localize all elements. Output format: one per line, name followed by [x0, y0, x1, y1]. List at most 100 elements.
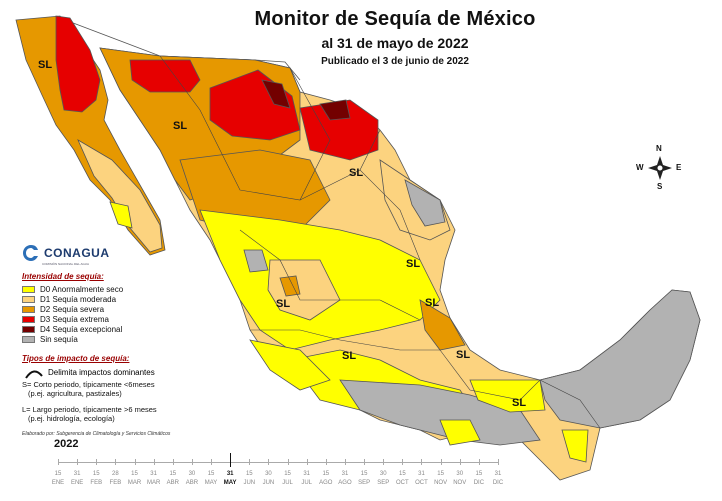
timeline-day: 15	[360, 471, 368, 477]
timeline-month: DIC	[492, 480, 504, 486]
timeline-tick	[172, 459, 174, 465]
timeline-month: FEB	[90, 480, 103, 486]
compass-labels: N S W E	[636, 144, 682, 191]
impact-labels: SL SL SL SL SL SL SL SL SL	[38, 59, 526, 409]
impact-label: SL	[173, 120, 187, 132]
baja-california	[15, 15, 166, 256]
timeline-day: 15	[207, 471, 215, 477]
legend-label: Sin sequía	[40, 334, 78, 344]
timeline-day: 31	[73, 471, 81, 477]
legend-swatch	[22, 295, 35, 303]
long-term-example: (p.ej. hidrología, ecología)	[28, 414, 115, 423]
timeline-year: 2022	[54, 438, 79, 450]
timeline-tick	[421, 459, 423, 465]
timeline-tick	[211, 459, 213, 465]
legend-swatch	[22, 305, 35, 313]
timeline-day: 15	[92, 471, 100, 477]
intensity-legend: Intensidad de sequía: D0 Anormalmente se…	[22, 272, 222, 344]
timeline-tick	[383, 459, 385, 465]
conagua-icon	[23, 245, 38, 261]
timeline-month: ENE	[70, 480, 84, 486]
timeline-month: FEB	[109, 480, 122, 486]
compass-s: S	[657, 182, 663, 191]
legend-item-d3: D3 Sequía extrema	[22, 314, 222, 324]
timeline-day: 15	[322, 471, 330, 477]
timeline-month: ENE	[51, 480, 65, 486]
timeline-tick	[498, 459, 499, 465]
compass-e: E	[676, 163, 682, 172]
timeline-tick	[230, 453, 232, 467]
legend-label: D4 Sequía excepcional	[40, 324, 123, 334]
impact-line-row: Delimita impactos dominantes	[48, 368, 155, 377]
timeline-day: 31	[150, 471, 157, 477]
impact-label: SL	[512, 397, 526, 409]
impact-line-symbol	[25, 370, 43, 379]
compass-n: N	[656, 144, 662, 153]
timeline-month: OCT	[415, 480, 428, 486]
timeline-month: MAR	[146, 480, 161, 486]
timeline-tick	[364, 459, 366, 465]
impact-label: SL	[456, 349, 470, 361]
timeline-month: MAR	[127, 480, 142, 486]
legend-item-d0: D0 Anormalmente seco	[22, 284, 222, 294]
timeline-month: JUN	[243, 480, 256, 486]
legend-label: D2 Sequía severa	[40, 304, 105, 314]
timeline-month: JUN	[262, 480, 275, 486]
impact-label: SL	[349, 167, 363, 179]
timeline-day: 30	[265, 471, 272, 477]
published-date: Publicado el 3 de junio de 2022	[321, 56, 469, 67]
timeline-tick	[153, 459, 155, 465]
timeline-month: ABR	[166, 480, 179, 486]
impact-title: Tipos de impacto de sequía:	[22, 354, 130, 363]
impact-label: SL	[406, 258, 420, 270]
impact-label: SL	[276, 298, 290, 310]
timeline-tick	[459, 459, 461, 465]
timeline-tick	[478, 459, 480, 465]
long-term-line: L= Largo periodo, típicamente >6 meses	[22, 405, 157, 414]
legend-label: D1 Sequía moderada	[40, 294, 117, 304]
timeline-day: 15	[475, 471, 483, 477]
timeline-day: 30	[456, 471, 464, 477]
legend-swatch	[22, 315, 35, 323]
legend-item-d2: D2 Sequía severa	[22, 304, 222, 314]
timeline-month: NOV	[453, 480, 467, 486]
timeline-tick	[134, 459, 136, 465]
timeline-day: 15	[54, 471, 62, 477]
timeline-tick	[440, 459, 442, 465]
legend-title: Intensidad de sequía:	[22, 272, 104, 281]
timeline-day: 15	[245, 471, 253, 477]
timeline-tick	[96, 459, 98, 465]
timeline-day: 31	[494, 471, 502, 477]
page-title: Monitor de Sequía de México	[254, 8, 536, 30]
legend-items: D0 Anormalmente seco D1 Sequía moderada D2…	[22, 284, 222, 344]
long-term-note: L= Largo periodo, típicamente >6 meses (…	[22, 405, 157, 423]
timeline-month: ABR	[185, 480, 199, 486]
timeline-tick	[58, 459, 59, 465]
credit-line: Elaborado por: Subgerencia de Climatolog…	[22, 431, 171, 437]
compass-rose	[648, 156, 672, 180]
timeline-tick	[402, 459, 404, 465]
timeline-day: 31	[418, 471, 425, 477]
legend-swatch	[22, 325, 35, 333]
timeline-day: 31	[341, 471, 349, 477]
timeline-month: JUL	[301, 480, 313, 486]
timeline-month: MAY	[223, 480, 237, 486]
timeline-month: NOV	[434, 480, 448, 486]
timeline-month: SEP	[377, 480, 390, 486]
timeline-day: 15	[399, 471, 406, 477]
timeline-tick	[287, 459, 289, 465]
short-term-example: (p.ej. agricultura, pastizales)	[28, 389, 122, 398]
timeline-tick	[77, 459, 79, 465]
timeline-day: 15	[131, 471, 138, 477]
timeline-month: JUL	[282, 480, 293, 486]
timeline-day: 28	[112, 471, 119, 477]
timeline-tick	[191, 459, 193, 465]
timeline: 15 ENE 31 ENE 15 FEB 28 FEB 15 MAR 31 MAR 15 ABR 30 ABR…	[52, 453, 518, 493]
conagua-logo: CONAGUA	[22, 244, 110, 262]
timeline-day: 31	[303, 471, 311, 477]
timeline-day: 30	[379, 471, 387, 477]
timeline-tick	[325, 459, 327, 465]
timeline-tick	[306, 459, 308, 465]
timeline-tick	[115, 459, 117, 465]
